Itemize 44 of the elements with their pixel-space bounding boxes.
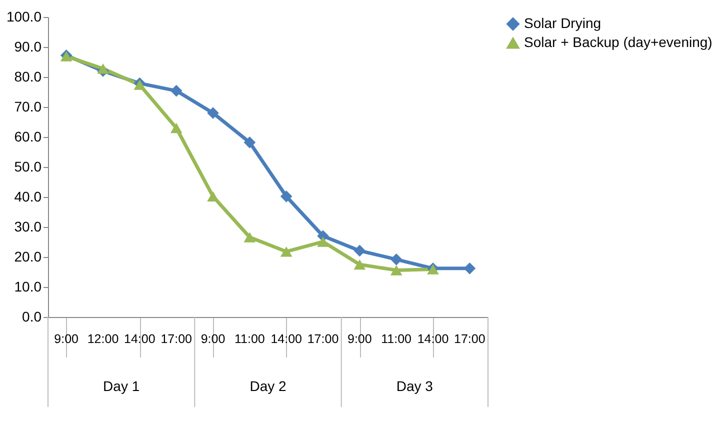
point [390, 253, 402, 266]
point [170, 122, 182, 134]
point [354, 259, 366, 270]
x-tick-label: 12:00 [87, 332, 119, 346]
x-tick-label: 17:00 [307, 332, 339, 346]
point [207, 107, 219, 119]
point [280, 190, 292, 202]
x-tick-label: 17:00 [160, 332, 192, 346]
y-tick-label: 40.0 [14, 188, 42, 204]
y-tick-label: 30.0 [14, 218, 42, 234]
x-tick-label: 14:00 [417, 332, 449, 346]
y-tick-label: 20.0 [14, 248, 42, 264]
point [280, 246, 292, 257]
text: Day 2 [250, 378, 286, 394]
text: Day 3 [396, 378, 434, 394]
point [244, 232, 256, 242]
x-tick-label: 14:00 [124, 332, 156, 346]
y-tick-label: 0.0 [22, 308, 42, 324]
x-tick-label: 9:00 [200, 332, 226, 346]
x-tick-label: 14:00 [270, 332, 302, 346]
x-tick-label: 11:00 [234, 332, 265, 346]
legend-label: Solar Drying [524, 15, 602, 31]
y-tick-label: 60.0 [14, 128, 42, 144]
point [390, 265, 402, 276]
point [170, 84, 182, 97]
point [207, 191, 219, 202]
text: Day 1 [103, 378, 140, 394]
point [464, 262, 476, 274]
point [317, 236, 329, 247]
y-tick-label: 10.0 [14, 278, 42, 294]
x-tick-label: 9:00 [347, 332, 372, 346]
point [244, 136, 256, 148]
y-tick-label: 80.0 [14, 68, 42, 84]
y-tick-label: 90.0 [14, 38, 42, 54]
y-tick-label: 50.0 [14, 158, 42, 174]
legend-label: Solar + Backup (day+evening) [524, 34, 712, 50]
point [134, 80, 146, 90]
y-tick-label: 100.0 [6, 8, 42, 24]
point [97, 63, 109, 74]
x-tick-label: 9:00 [54, 332, 79, 346]
point [354, 244, 366, 257]
y-tick-label: 70.0 [14, 98, 42, 114]
x-tick-label: 11:00 [381, 332, 412, 346]
x-tick-label: 17:00 [454, 332, 486, 346]
